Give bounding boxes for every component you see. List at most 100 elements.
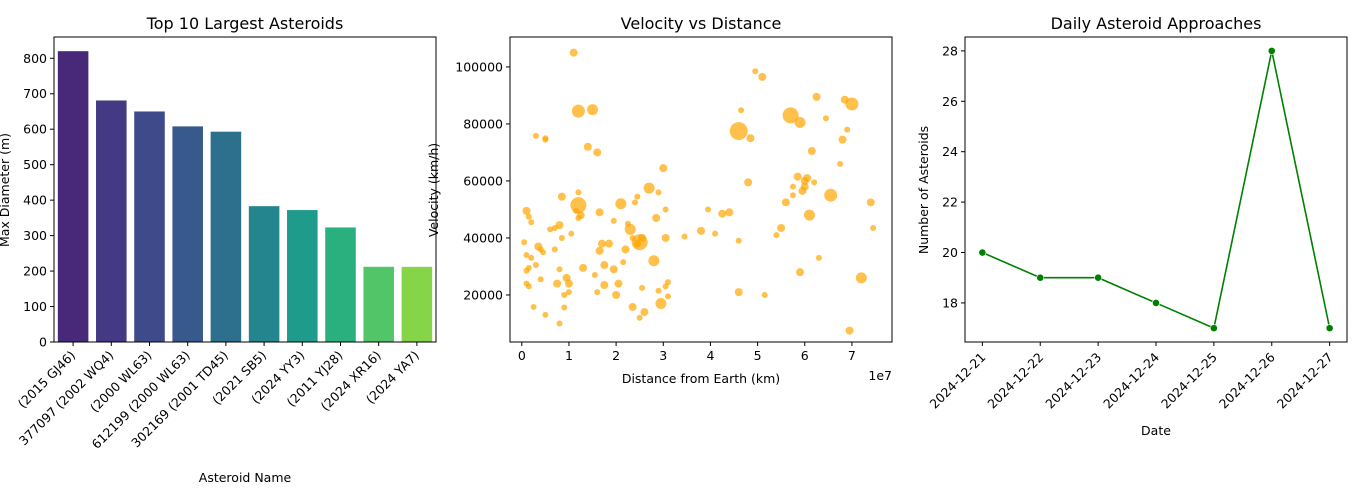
scatter-point: [664, 293, 671, 300]
scatter-point: [594, 289, 601, 296]
y-tick-label: 80000: [463, 116, 503, 131]
x-tick-label: 6: [801, 348, 809, 363]
scatter-point: [655, 287, 662, 294]
y-tick-label: 60000: [463, 173, 503, 188]
bar-chart-ylabel: Max Diameter (m): [0, 133, 12, 247]
scatter-point: [570, 197, 587, 214]
scatter-point: [838, 135, 847, 144]
scatter-point: [523, 252, 530, 259]
line-marker: [1094, 273, 1103, 282]
scatter-point: [528, 219, 535, 226]
scatter-point: [822, 115, 829, 122]
line-chart: Daily Asteroid Approaches 18 20 22 24 26 28 20…: [916, 14, 1348, 438]
scatter-point: [579, 263, 588, 272]
scatter-point: [587, 104, 599, 116]
x-tick-label: 2024-12-27: [1274, 350, 1336, 412]
line-marker: [1036, 273, 1045, 282]
y-tick-label: 0: [39, 335, 47, 350]
scatter-point: [640, 308, 649, 317]
scatter-chart-frame: [509, 36, 893, 343]
scatter-point: [824, 188, 838, 202]
scatter-point: [636, 314, 643, 321]
scatter-point: [773, 232, 780, 239]
scatter-point: [591, 272, 598, 279]
x-tick-label: 2024-12-23: [1042, 350, 1104, 412]
scatter-point: [551, 246, 558, 253]
scatter-point: [542, 311, 549, 318]
scatter-point: [532, 132, 539, 139]
scatter-point: [744, 178, 753, 187]
scatter-point: [655, 298, 667, 310]
scatter-point: [643, 182, 655, 194]
y-tick-label: 24: [942, 144, 958, 159]
y-tick-label: 200: [23, 264, 47, 279]
scatter-point: [569, 48, 578, 57]
y-tick-label: 300: [23, 228, 47, 243]
scatter-point: [530, 303, 537, 310]
scatter-point: [612, 290, 621, 299]
scatter-point: [540, 249, 547, 256]
scatter-point: [605, 239, 614, 248]
scatter-point: [844, 126, 851, 133]
scatter-point: [600, 280, 609, 289]
bar: [248, 206, 280, 342]
scatter-point: [761, 291, 768, 298]
scatter-point: [620, 259, 627, 266]
scatter-point: [575, 189, 582, 196]
scatter-point: [803, 174, 812, 183]
scatter-point: [593, 148, 602, 157]
scatter-point: [662, 206, 669, 213]
scatter-point: [555, 221, 564, 230]
scatter-point: [523, 267, 530, 274]
scatter-chart-x-multiplier: 1e7: [868, 368, 892, 383]
scatter-point: [525, 213, 532, 220]
scatter-point: [738, 107, 745, 114]
y-tick-label: 22: [942, 195, 958, 210]
scatter-point: [568, 230, 575, 237]
scatter-point: [781, 198, 790, 207]
line-chart-xlabel: Date: [1141, 423, 1171, 438]
scatter-point: [542, 136, 549, 143]
scatter-point: [697, 226, 705, 235]
scatter-point: [789, 192, 796, 199]
scatter-point: [634, 193, 641, 200]
line-marker: [978, 248, 987, 257]
y-tick-label: 600: [23, 122, 47, 137]
scatter-point: [782, 107, 799, 124]
scatter-point: [652, 214, 661, 223]
scatter-point: [845, 97, 859, 111]
line-chart-plot-area: 1820222426282024-12-212024-12-222024-12-…: [927, 43, 1336, 411]
y-tick-label: 500: [23, 157, 47, 172]
x-tick-label: 2024-12-24: [1100, 349, 1162, 411]
scatter-point: [812, 92, 821, 101]
scatter-point: [556, 266, 563, 273]
bar-chart: Top 10 Largest Asteroids 0 100 200 300 400 50…: [0, 14, 437, 485]
x-tick-label: 7: [848, 348, 856, 363]
scatter-point: [661, 233, 670, 242]
bar: [172, 126, 203, 342]
scatter-point: [648, 255, 660, 267]
y-tick-label: 800: [23, 51, 47, 66]
scatter-point: [725, 208, 734, 217]
scatter-point: [870, 224, 877, 231]
scatter-point: [815, 254, 822, 261]
bar: [325, 227, 356, 342]
scatter-point: [553, 279, 562, 288]
scatter-point: [845, 326, 854, 335]
scatter-point: [811, 179, 818, 186]
bar: [57, 51, 89, 343]
scatter-point: [528, 254, 535, 261]
scatter-point: [855, 272, 867, 284]
scatter-point: [558, 234, 565, 241]
scatter-point: [681, 233, 688, 240]
y-tick-label: 20: [942, 245, 958, 260]
y-tick-label: 26: [942, 94, 958, 109]
scatter-chart-plot-area: 0 1 2 3 4 5 6 7 20000 40000 60000 80000 100000: [455, 48, 877, 363]
scatter-point: [705, 206, 712, 213]
line-series: [982, 50, 1331, 330]
x-tick-label: 2024-12-22: [984, 350, 1046, 412]
scatter-point: [522, 206, 531, 215]
scatter-point: [803, 209, 815, 221]
scatter-point: [746, 134, 755, 143]
